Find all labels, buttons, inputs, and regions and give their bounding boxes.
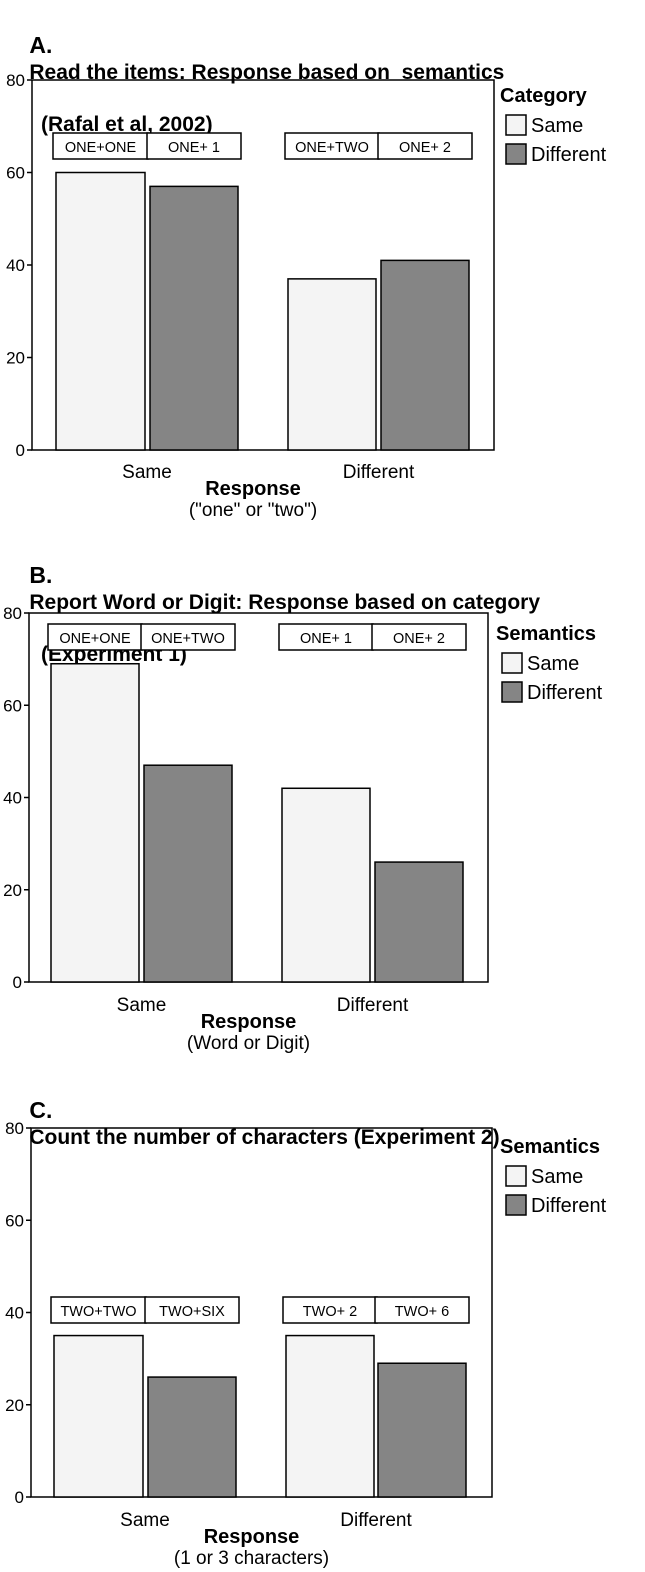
- y-tick-label: 40: [5, 1304, 24, 1323]
- legend-title: Semantics: [500, 1136, 600, 1158]
- panel-a: A. Read the items: Response based on sem…: [0, 0, 645, 525]
- bar-label-box: [374, 1296, 470, 1324]
- bar-chart: 0 20 40 60 80 ONE+ONE ONE+ 1 Same ONE+TWO ONE+ 2 D…: [6, 71, 607, 521]
- legend-swatch: [505, 1165, 527, 1187]
- bar-label-box: [144, 1296, 240, 1324]
- bar-label-box: [284, 132, 380, 160]
- bar-label-box: [52, 132, 149, 160]
- y-tick-label: 20: [3, 881, 22, 900]
- legend-swatch: [501, 652, 523, 674]
- bar: [380, 259, 470, 451]
- panel-letter: C.: [29, 1097, 53, 1123]
- panel-b: B. Report Word or Digit: Response based …: [0, 530, 645, 1055]
- bar-label: ONE+ONE: [65, 140, 137, 156]
- bar-label: ONE+TWO: [151, 631, 225, 647]
- legend-label: Different: [531, 144, 607, 166]
- legend-swatch: [505, 143, 527, 165]
- x-tick-label: Different: [340, 1510, 412, 1531]
- bar: [53, 1334, 144, 1498]
- bar-label-box: [140, 623, 236, 651]
- bar-label: TWO+ 6: [395, 1304, 449, 1320]
- panel-title-line1: Count the number of characters (Experime…: [29, 1126, 500, 1149]
- bar-chart: 0 20 40 60 80 ONE+ONE ONE+TWO Same ONE+ 1 ONE+ 2 D…: [3, 604, 603, 1054]
- panel-letter: B.: [29, 562, 53, 588]
- panel-title: C. Count the number of characters (Exper…: [6, 1071, 500, 1177]
- legend-label: Same: [531, 115, 583, 137]
- panel-c: C. Count the number of characters (Exper…: [0, 1065, 645, 1572]
- bar: [377, 1362, 467, 1498]
- bar-label: TWO+TWO: [60, 1304, 136, 1320]
- legend-swatch: [505, 114, 527, 136]
- legend-label: Same: [527, 653, 579, 675]
- bar: [143, 764, 233, 983]
- bar-label: ONE+ 2: [393, 631, 445, 647]
- bar: [374, 861, 464, 983]
- bar-label: TWO+ 2: [303, 1304, 357, 1320]
- x-tick-label: Same: [122, 462, 172, 483]
- y-tick-label: 20: [6, 349, 25, 368]
- y-tick-label: 40: [6, 256, 25, 275]
- x-axis-subtitle: (Word or Digit): [187, 1033, 310, 1054]
- panel-letter: A.: [29, 32, 53, 58]
- legend-title: Semantics: [496, 623, 596, 645]
- x-axis-title: Response: [201, 1011, 297, 1033]
- bar: [285, 1334, 375, 1498]
- x-axis-subtitle: (1 or 3 characters): [174, 1548, 329, 1569]
- y-tick-label: 80: [5, 1119, 24, 1138]
- bar-label: ONE+ 1: [300, 631, 352, 647]
- panel-title-line1: Report Word or Digit: Response based on …: [29, 591, 541, 614]
- legend-label: Different: [531, 1195, 607, 1217]
- x-axis-subtitle: ("one" or "two"): [189, 500, 317, 521]
- x-axis-title: Response: [204, 1526, 300, 1548]
- bar-label-box: [282, 1296, 378, 1324]
- bar-label: TWO+SIX: [159, 1304, 225, 1320]
- y-tick-label: 60: [6, 164, 25, 183]
- legend-swatch: [505, 1194, 527, 1216]
- bar-label: ONE+ 2: [399, 140, 451, 156]
- y-tick-label: 40: [3, 789, 22, 808]
- bar-label: ONE+ONE: [59, 631, 131, 647]
- legend-label: Same: [531, 1166, 583, 1188]
- bar-label-box: [47, 623, 143, 651]
- panel-title-line2: (Rafal et al, 2002): [41, 113, 213, 136]
- bar-chart: 0 20 40 60 80 TWO+TWO TWO+SIX Same TWO+ 2 TWO+ 6 D…: [5, 1119, 607, 1569]
- y-tick-label: 60: [3, 696, 22, 715]
- bar: [287, 278, 377, 451]
- y-tick-label: 0: [13, 973, 22, 992]
- x-tick-label: Same: [117, 995, 167, 1016]
- x-axis-title: Response: [205, 478, 301, 500]
- bar: [281, 787, 371, 983]
- bar-label-box: [377, 132, 473, 160]
- x-tick-label: Different: [337, 995, 409, 1016]
- bar-label-box: [371, 623, 467, 651]
- legend-title: Category: [500, 85, 588, 107]
- y-tick-label: 80: [3, 604, 22, 623]
- bar: [50, 662, 140, 983]
- y-tick-label: 0: [16, 441, 25, 460]
- bar-label: ONE+ 1: [168, 140, 220, 156]
- x-tick-label: Different: [343, 462, 415, 483]
- x-tick-label: Same: [120, 1510, 170, 1531]
- y-tick-label: 60: [5, 1211, 24, 1230]
- legend-swatch: [501, 681, 523, 703]
- y-tick-label: 0: [15, 1488, 24, 1507]
- bar-label-box: [278, 623, 374, 651]
- bar-label-box: [146, 132, 242, 160]
- bar: [55, 171, 146, 451]
- y-tick-label: 20: [5, 1396, 24, 1415]
- panel-title-line1: Read the items: Response based on semant…: [29, 61, 505, 84]
- panel-title: A. Read the items: Response based on sem…: [6, 6, 504, 190]
- bar: [149, 185, 239, 451]
- bar: [147, 1376, 237, 1498]
- y-tick-label: 80: [6, 71, 25, 90]
- legend-label: Different: [527, 682, 603, 704]
- bar-label: ONE+TWO: [295, 140, 369, 156]
